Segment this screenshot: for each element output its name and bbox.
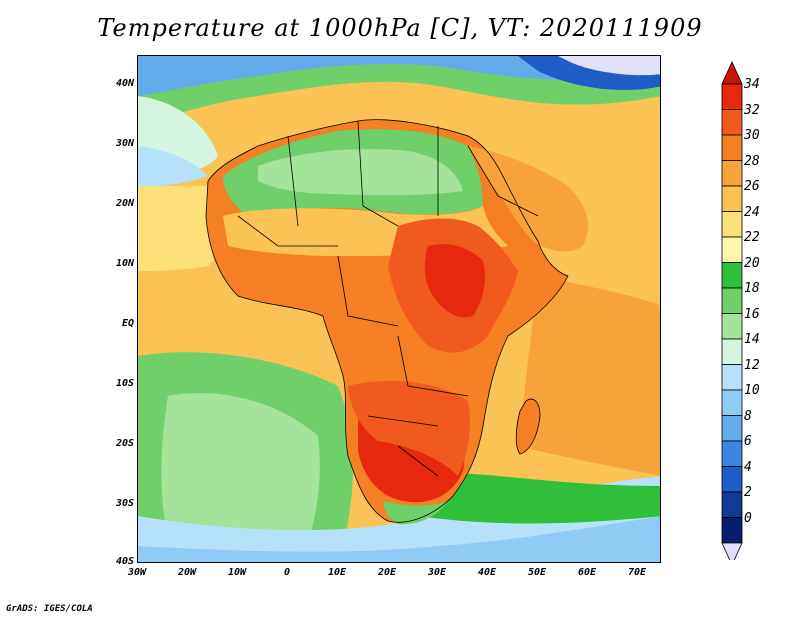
lat-label-eq: EQ: [121, 318, 134, 329]
lat-label-20n: 20N: [115, 198, 134, 209]
arabia: [468, 146, 588, 252]
colorbar-label: 10: [744, 383, 760, 398]
colorbar-cell: [721, 466, 743, 493]
colorbar-cell: [721, 440, 743, 467]
lon-label-30e: 30E: [427, 567, 447, 578]
lat-label-10s: 10S: [115, 378, 134, 389]
southern-ocean-cold: [138, 516, 660, 562]
country-borders: [205, 119, 569, 523]
colorbar-label: 4: [744, 459, 752, 475]
lon-label-10e: 10E: [327, 567, 347, 578]
colorbar-label: 16: [744, 306, 760, 322]
lon-label-70e: 70E: [627, 567, 647, 578]
north-cold-band: [138, 56, 660, 96]
lat-label-30s: 30S: [115, 498, 134, 509]
south-atlantic-light: [161, 393, 320, 562]
colorbar-label: 12: [744, 357, 760, 373]
colorbar-cell: [721, 134, 743, 161]
lat-label-20s: 20S: [115, 438, 134, 449]
lon-label-0: 0: [283, 567, 291, 578]
madagascar: [516, 399, 540, 454]
colorbar-bottom-arrow: [721, 542, 743, 560]
colorbar-label: 20: [744, 255, 760, 271]
lon-label-10w: 10W: [227, 567, 247, 578]
colorbar-label: 6: [744, 434, 752, 449]
colorbar-cell: [721, 415, 743, 442]
indian-south-green: [418, 473, 660, 524]
colorbar-label: 26: [744, 179, 760, 194]
colorbar-label: 28: [744, 153, 760, 169]
map-canvas: [138, 56, 660, 562]
colorbar-label: 34: [744, 77, 760, 92]
lon-label-60e: 60E: [577, 567, 597, 578]
colorbar-cell: [721, 185, 743, 212]
colorbar-label: 32: [744, 102, 760, 118]
southern-warm-ring: [348, 381, 470, 476]
temperature-map[interactable]: [137, 55, 661, 563]
colorbar-label: 0: [744, 510, 752, 526]
sahara-light: [258, 149, 463, 196]
colorbar-cell: [721, 83, 743, 110]
colorbar-label: 30: [744, 128, 760, 143]
colorbar-cell: [721, 491, 743, 518]
colorbar-label: 18: [744, 281, 760, 296]
central-hot: [424, 244, 485, 318]
colorbar-cell: [721, 338, 743, 365]
lat-label-10n: 10N: [115, 258, 134, 269]
colorbar-cell: [721, 389, 743, 416]
colorbar-top-arrow: [721, 61, 743, 85]
colorbar-cell: [721, 262, 743, 289]
atlantic-cool-strip: [138, 146, 208, 188]
credit-text: GrADS: IGES/COLA: [6, 604, 93, 614]
indian-ocean-warm: [518, 276, 660, 476]
colorbar-cell: [721, 160, 743, 187]
lat-label-30n: 30N: [115, 138, 134, 149]
map-title: Temperature at 1000hPa [C], VT: 20201119…: [97, 14, 703, 42]
lon-label-40e: 40E: [477, 567, 497, 578]
colorbar-cell: [721, 287, 743, 314]
lon-label-20e: 20E: [377, 567, 397, 578]
colorbar-label: 2: [744, 485, 752, 500]
colorbar: [721, 61, 743, 560]
cape-cool: [383, 501, 448, 525]
lon-label-30w: 30W: [127, 567, 147, 578]
lat-label-40n: 40N: [115, 78, 134, 89]
colorbar-cell: [721, 517, 743, 544]
colorbar-cell: [721, 313, 743, 340]
colorbar-label: 8: [744, 408, 752, 424]
colorbar-cell: [721, 364, 743, 391]
colorbar-label: 14: [744, 332, 760, 347]
colorbar-label: 24: [744, 204, 760, 220]
colorbar-cell: [721, 109, 743, 136]
colorbar-cell: [721, 236, 743, 263]
lon-label-20w: 20W: [177, 567, 197, 578]
colorbar-cell: [721, 211, 743, 238]
lat-label-40s: 40S: [115, 556, 134, 567]
colorbar-label: 22: [744, 230, 760, 245]
lon-label-50e: 50E: [527, 567, 547, 578]
cold-patch: [558, 56, 660, 76]
